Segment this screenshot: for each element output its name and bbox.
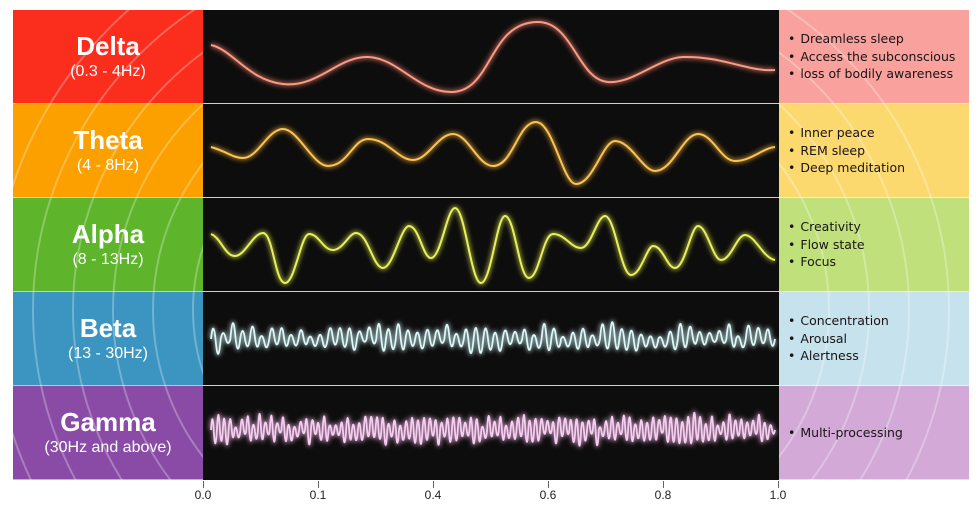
band-label-alpha: Alpha (8 - 13Hz): [13, 198, 203, 292]
wave-plot-area: [203, 10, 779, 480]
description-item: Creativity: [788, 218, 865, 236]
description-alpha: Creativity Flow state Focus: [779, 198, 969, 292]
band-name: Gamma: [60, 406, 156, 437]
x-tick: [318, 481, 319, 488]
band-label-gamma: Gamma (30Hz and above): [13, 386, 203, 480]
x-axis: 0.0 0.1 0.4 0.6 0.8 1.0: [195, 481, 786, 511]
description-item: Arousal: [788, 330, 889, 348]
x-tick-label: 0.4: [424, 488, 442, 502]
theta-wave-icon: [210, 119, 776, 187]
x-tick-label: 0.6: [539, 488, 557, 502]
alpha-wave-icon: [209, 205, 776, 286]
description-theta: Inner peace REM sleep Deep meditation: [779, 104, 969, 198]
band-range: (0.3 - 4Hz): [70, 62, 146, 80]
band-range: (13 - 30Hz): [67, 344, 149, 362]
x-tick: [778, 481, 779, 488]
band-label-beta: Beta (13 - 30Hz): [13, 292, 203, 386]
band-label-column: Delta (0.3 - 4Hz) Theta (4 - 8Hz) Alpha …: [13, 10, 203, 480]
wave-row-gamma: [203, 386, 779, 480]
description-list: Multi-processing: [779, 424, 902, 442]
description-list: Creativity Flow state Focus: [779, 218, 865, 271]
band-name: Beta: [79, 312, 137, 343]
wave-row-delta: [203, 10, 779, 104]
x-tick: [433, 481, 434, 488]
x-tick: [203, 481, 204, 488]
description-list: Concentration Arousal Alertness: [779, 312, 889, 365]
description-item: Multi-processing: [788, 424, 902, 442]
beta-wave-icon: [208, 320, 778, 356]
description-item: Concentration: [788, 312, 888, 330]
band-name: Alpha: [71, 218, 145, 249]
band-label-theta: Theta (4 - 8Hz): [13, 104, 203, 198]
x-tick: [663, 481, 664, 488]
description-delta: Dreamless sleep Access the subconscious …: [779, 10, 969, 104]
x-tick-label: 0.1: [309, 488, 327, 502]
description-item: Focus: [788, 253, 865, 271]
gamma-wave-icon: [208, 410, 778, 448]
description-item: Access the subconscious: [788, 48, 955, 66]
description-item: REM sleep: [788, 142, 905, 160]
wave-row-alpha: [203, 198, 779, 292]
band-range: (30Hz and above): [44, 438, 172, 456]
band-name: Theta: [73, 124, 143, 155]
band-description-column: Dreamless sleep Access the subconscious …: [779, 10, 969, 480]
description-item: Alertness: [788, 347, 889, 365]
description-item: Dreamless sleep: [788, 30, 955, 48]
band-label-delta: Delta (0.3 - 4Hz): [13, 10, 203, 104]
delta-wave-icon: [210, 19, 776, 95]
description-item: Inner peace: [788, 124, 905, 142]
wave-row-theta: [203, 104, 779, 198]
description-list: Dreamless sleep Access the subconscious …: [779, 30, 955, 83]
description-item: Flow state: [788, 236, 864, 254]
band-range: (4 - 8Hz): [76, 156, 140, 174]
description-item: Deep meditation: [788, 159, 905, 177]
x-tick-label: 0.8: [654, 488, 672, 502]
description-list: Inner peace REM sleep Deep meditation: [779, 124, 905, 177]
band-range: (8 - 13Hz): [72, 250, 144, 268]
wave-row-beta: [203, 292, 779, 386]
band-name: Delta: [76, 30, 140, 61]
x-tick-label: 0.0: [194, 488, 212, 502]
description-gamma: Multi-processing: [779, 386, 969, 480]
x-tick: [548, 481, 549, 488]
description-item: loss of bodily awareness: [788, 65, 955, 83]
description-beta: Concentration Arousal Alertness: [779, 292, 969, 386]
x-tick-label: 1.0: [769, 488, 787, 502]
